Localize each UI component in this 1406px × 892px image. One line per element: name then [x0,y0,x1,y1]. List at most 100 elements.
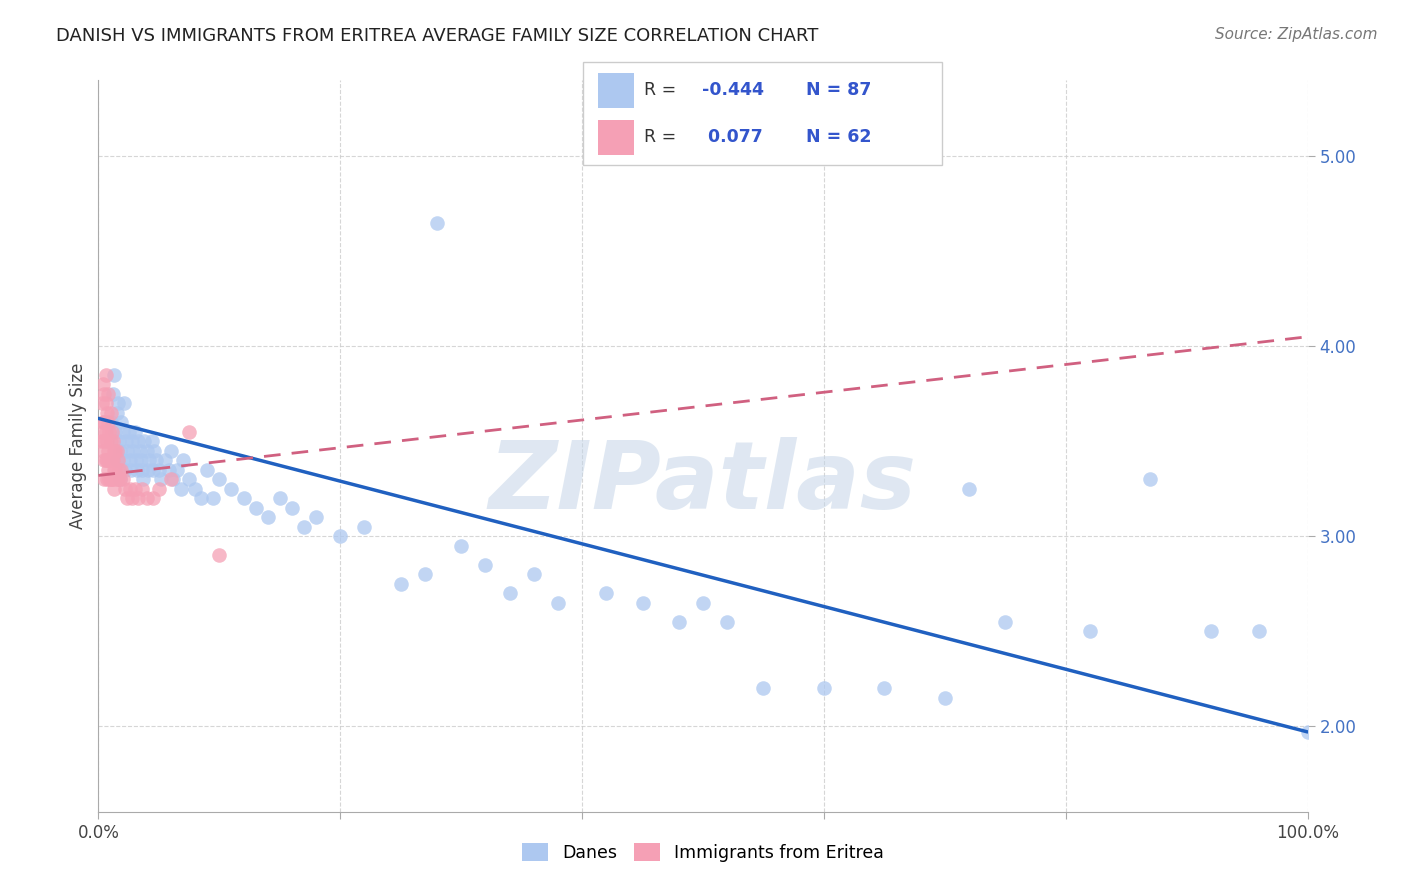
Point [132,472,155,486]
Point [547,596,569,610]
Point [105,453,128,467]
Point [127,463,149,477]
Point [136,463,159,477]
Point [135,491,157,506]
Text: R =: R = [644,128,682,146]
Point [91,443,114,458]
Point [103,443,125,458]
Point [100,425,122,439]
Point [160,472,183,486]
Point [121,434,143,449]
Point [93,453,115,467]
Point [148,463,170,477]
Point [108,463,131,477]
Point [93,415,115,429]
Point [716,615,738,629]
Point [474,558,496,572]
Point [353,520,375,534]
Point [117,491,139,506]
Point [97,463,120,477]
Point [498,586,520,600]
Point [93,434,115,449]
Point [631,596,654,610]
Point [934,690,956,705]
Point [105,443,128,458]
Point [179,472,201,486]
Point [142,491,165,506]
Text: R =: R = [644,81,682,99]
Point [305,510,328,524]
Point [108,443,131,458]
Point [202,491,225,506]
Point [120,463,142,477]
Point [127,434,149,449]
Point [117,443,139,458]
Point [134,434,156,449]
Point [107,453,129,467]
Point [104,463,127,477]
Point [145,453,167,467]
Point [523,567,546,582]
Point [184,482,207,496]
Point [1139,472,1161,486]
Point [111,425,134,439]
Point [1249,624,1271,639]
Point [125,453,148,467]
Point [994,615,1017,629]
Point [150,472,173,486]
Text: 0.077: 0.077 [702,128,762,146]
Point [111,472,134,486]
Point [1296,725,1319,739]
Text: DANISH VS IMMIGRANTS FROM ERITREA AVERAGE FAMILY SIZE CORRELATION CHART: DANISH VS IMMIGRANTS FROM ERITREA AVERAG… [56,27,818,45]
Legend: Danes, Immigrants from Eritrea: Danes, Immigrants from Eritrea [515,836,891,869]
Point [91,415,114,429]
Point [118,425,141,439]
Point [90,434,112,449]
Point [118,482,141,496]
Point [100,434,122,449]
Point [94,368,117,382]
Point [94,453,117,467]
Point [141,434,163,449]
Point [148,482,170,496]
Point [245,500,267,515]
Point [232,491,254,506]
Point [129,453,152,467]
Bar [598,73,634,108]
Point [97,415,120,429]
Point [389,576,412,591]
Point [142,463,165,477]
Point [595,586,617,600]
Point [98,472,121,486]
Point [157,463,180,477]
Point [104,425,127,439]
Point [115,434,138,449]
Text: ZIPatlas: ZIPatlas [489,436,917,529]
Point [98,453,121,467]
Point [101,434,124,449]
Text: Source: ZipAtlas.com: Source: ZipAtlas.com [1215,27,1378,42]
Point [103,463,125,477]
Point [112,396,135,410]
Point [179,425,201,439]
Point [124,425,146,439]
Point [93,472,115,486]
Point [329,529,352,543]
Point [752,681,775,696]
Point [873,681,896,696]
Point [118,453,141,467]
Point [91,425,114,439]
Point [131,482,153,496]
Point [108,472,131,486]
Point [1078,624,1101,639]
Point [100,472,122,486]
Point [281,500,304,515]
Point [93,386,115,401]
Point [269,491,291,506]
Point [153,453,176,467]
Point [101,386,124,401]
Y-axis label: Average Family Size: Average Family Size [69,363,87,529]
Text: N = 87: N = 87 [806,81,872,99]
Point [138,453,160,467]
Point [97,386,120,401]
